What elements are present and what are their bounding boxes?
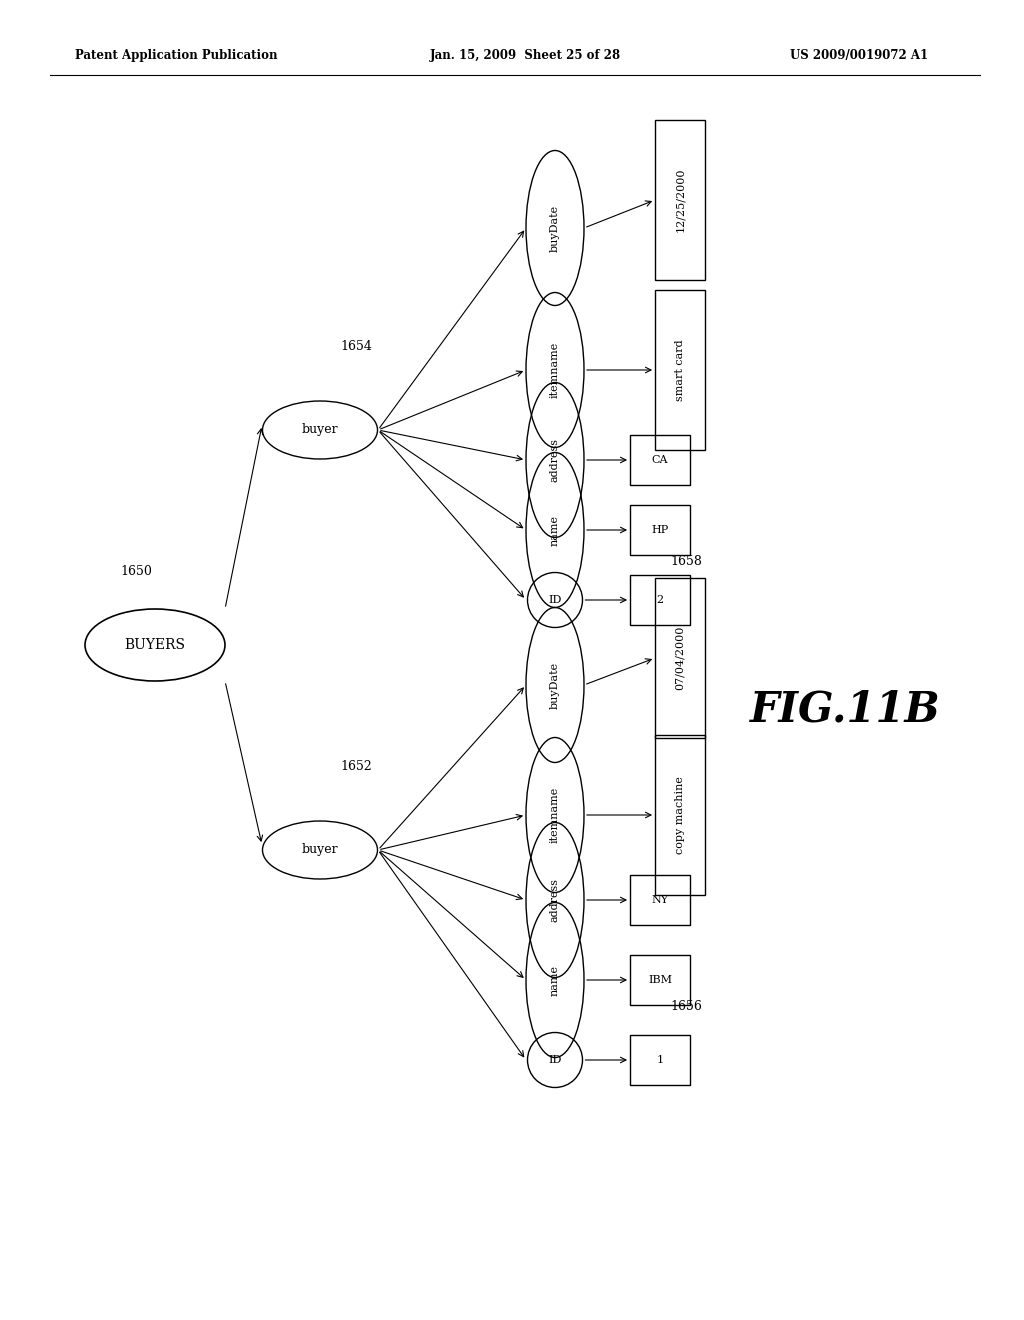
- Text: buyDate: buyDate: [550, 661, 560, 709]
- Text: address: address: [550, 878, 560, 921]
- Bar: [630, 875, 690, 925]
- Text: FIG.11B: FIG.11B: [750, 689, 941, 731]
- Text: copy machine: copy machine: [675, 776, 685, 854]
- Text: IBM: IBM: [648, 975, 672, 985]
- Text: 1654: 1654: [340, 341, 372, 352]
- Text: 1658: 1658: [670, 554, 701, 568]
- Text: address: address: [550, 438, 560, 482]
- Text: HP: HP: [651, 525, 669, 535]
- Bar: [630, 436, 690, 484]
- Text: 1656: 1656: [670, 1001, 701, 1012]
- Bar: [655, 578, 705, 738]
- Text: 12/25/2000: 12/25/2000: [675, 168, 685, 232]
- Bar: [630, 954, 690, 1005]
- Text: smart card: smart card: [675, 339, 685, 401]
- Text: 2: 2: [656, 595, 664, 605]
- Bar: [630, 1035, 690, 1085]
- Text: Patent Application Publication: Patent Application Publication: [75, 49, 278, 62]
- Text: US 2009/0019072 A1: US 2009/0019072 A1: [790, 49, 928, 62]
- Text: Jan. 15, 2009  Sheet 25 of 28: Jan. 15, 2009 Sheet 25 of 28: [430, 49, 622, 62]
- Bar: [655, 290, 705, 450]
- Text: ID: ID: [548, 595, 562, 605]
- Text: name: name: [550, 965, 560, 995]
- Text: 1650: 1650: [120, 565, 152, 578]
- Bar: [655, 120, 705, 280]
- Text: BUYERS: BUYERS: [125, 638, 185, 652]
- Bar: [630, 506, 690, 554]
- Text: CA: CA: [651, 455, 669, 465]
- Text: 07/04/2000: 07/04/2000: [675, 626, 685, 690]
- Text: buyer: buyer: [302, 843, 338, 857]
- Text: 1652: 1652: [340, 760, 372, 774]
- Text: buyDate: buyDate: [550, 205, 560, 252]
- Bar: [655, 735, 705, 895]
- Text: itemname: itemname: [550, 787, 560, 843]
- Text: NY: NY: [651, 895, 669, 906]
- Text: buyer: buyer: [302, 424, 338, 437]
- Text: name: name: [550, 515, 560, 545]
- Text: itemname: itemname: [550, 342, 560, 399]
- Bar: [630, 576, 690, 624]
- Text: ID: ID: [548, 1055, 562, 1065]
- Text: 1: 1: [656, 1055, 664, 1065]
